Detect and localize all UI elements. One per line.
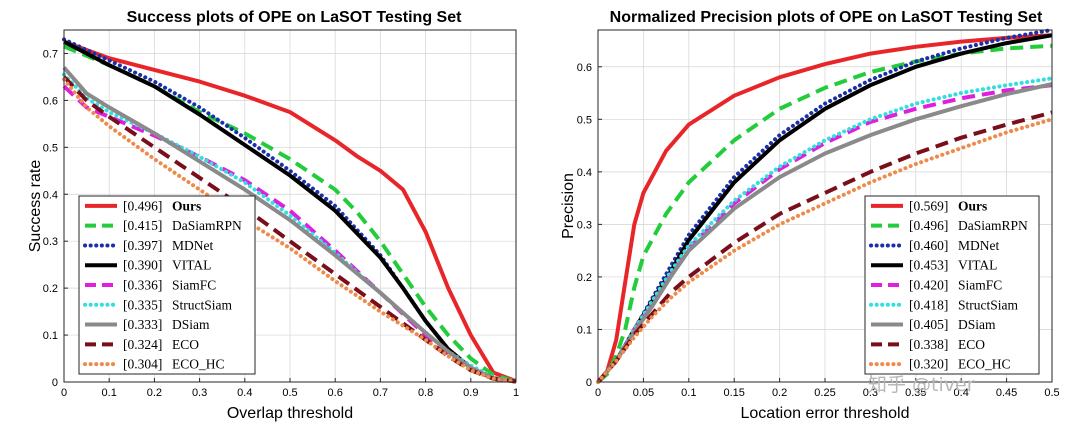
y-tick-label: 0.2 bbox=[577, 272, 592, 284]
x-tick-label: 0.4 bbox=[954, 387, 969, 399]
x-tick-label: 1 bbox=[513, 387, 519, 399]
legend-score: [0.415] bbox=[123, 218, 162, 233]
series-line-eco bbox=[596, 110, 1053, 384]
series-line-ours bbox=[596, 33, 1053, 384]
legend-label: MDNet bbox=[958, 238, 999, 253]
legend-label: ECO_HC bbox=[172, 357, 225, 372]
x-tick-label: 0.7 bbox=[373, 387, 388, 399]
y-tick-label: 0.2 bbox=[43, 283, 58, 295]
x-tick-label: 0.1 bbox=[681, 387, 696, 399]
chart-title: Success plots of OPE on LaSOT Testing Se… bbox=[127, 9, 463, 26]
legend-label: MDNet bbox=[172, 238, 213, 253]
legend-label: ECO bbox=[958, 337, 985, 352]
y-tick-label: 0 bbox=[52, 377, 58, 389]
y-tick-label: 0.7 bbox=[43, 48, 58, 60]
series-line-mdnet bbox=[596, 28, 1054, 384]
legend-score: [0.420] bbox=[909, 278, 948, 293]
series-line-structsiam bbox=[596, 76, 1054, 384]
legend-score: [0.569] bbox=[909, 198, 948, 213]
legend: [0.496] Ours [0.415] DaSiamRPN [0.397] MDNet [… bbox=[78, 195, 256, 375]
x-tick-label: 0.1 bbox=[102, 387, 117, 399]
legend-label: SiamFC bbox=[958, 278, 1002, 293]
x-tick-label: 0.25 bbox=[814, 387, 835, 399]
legend-score: [0.338] bbox=[909, 337, 948, 352]
legend-label: SiamFC bbox=[172, 278, 216, 293]
x-tick-label: 0.5 bbox=[1044, 387, 1059, 399]
legend-label: StructSiam bbox=[958, 297, 1018, 312]
x-axis-label: Overlap threshold bbox=[227, 405, 353, 422]
legend-score: [0.405] bbox=[909, 317, 948, 332]
x-tick-label: 0.5 bbox=[282, 387, 297, 399]
x-tick-label: 0.8 bbox=[418, 387, 433, 399]
legend-label: StructSiam bbox=[172, 297, 232, 312]
legend-score: [0.304] bbox=[123, 357, 162, 372]
series-line-dsiam bbox=[596, 82, 1053, 384]
y-tick-label: 0.4 bbox=[577, 167, 592, 179]
legend-label: Ours bbox=[958, 198, 987, 213]
x-tick-label: 0.3 bbox=[863, 387, 878, 399]
y-axis-label: Precision bbox=[560, 173, 577, 239]
watermark-text: 知乎 @tiver bbox=[868, 374, 975, 396]
x-tick-label: 0.2 bbox=[147, 387, 162, 399]
x-tick-label: 0.3 bbox=[192, 387, 207, 399]
x-tick-label: 0 bbox=[61, 387, 67, 399]
legend-label: VITAL bbox=[958, 258, 997, 273]
legend-label: DSiam bbox=[172, 317, 210, 332]
y-tick-label: 0.1 bbox=[577, 324, 592, 336]
y-tick-label: 0.3 bbox=[577, 219, 592, 231]
y-tick-label: 0.4 bbox=[43, 189, 58, 201]
legend: [0.569] Ours [0.496] DaSiamRPN [0.460] MDNet [… bbox=[864, 195, 1040, 375]
series-line-eco-hc bbox=[596, 117, 1054, 384]
series-line-eco-hc bbox=[62, 77, 518, 384]
legend-score: [0.324] bbox=[123, 337, 162, 352]
legend-label: ECO bbox=[172, 337, 199, 352]
legend-score: [0.397] bbox=[123, 238, 162, 253]
x-tick-label: 0.15 bbox=[723, 387, 744, 399]
x-tick-label: 0.9 bbox=[463, 387, 478, 399]
x-tick-label: 0.2 bbox=[772, 387, 787, 399]
y-axis-label: Success rate bbox=[27, 160, 44, 253]
legend-score: [0.453] bbox=[909, 258, 948, 273]
x-tick-label: 0.6 bbox=[328, 387, 343, 399]
y-tick-label: 0.5 bbox=[577, 114, 592, 126]
x-tick-label: 0.4 bbox=[237, 387, 252, 399]
legend-label: ECO_HC bbox=[958, 357, 1011, 372]
legend-label: Ours bbox=[172, 198, 201, 213]
y-tick-label: 0.6 bbox=[43, 95, 58, 107]
legend-score: [0.496] bbox=[909, 218, 948, 233]
legend-score: [0.460] bbox=[909, 238, 948, 253]
legend-label: VITAL bbox=[172, 258, 211, 273]
series-line-dsiam bbox=[62, 66, 517, 384]
chart-panel-1: Success plots of OPE on LaSOT Testing Se… bbox=[27, 9, 519, 422]
x-tick-label: 0.35 bbox=[905, 387, 926, 399]
legend-score: [0.336] bbox=[123, 278, 162, 293]
series-line-eco bbox=[62, 75, 517, 384]
legend-label: DSiam bbox=[958, 317, 996, 332]
legend-label: DaSiamRPN bbox=[172, 218, 242, 233]
chart-title: Normalized Precision plots of OPE on LaS… bbox=[610, 9, 1043, 26]
series-line-ours bbox=[63, 39, 517, 383]
y-tick-label: 0 bbox=[586, 377, 592, 389]
legend-score: [0.418] bbox=[909, 297, 948, 312]
x-tick-label: 0 bbox=[595, 387, 601, 399]
y-tick-label: 0.3 bbox=[43, 236, 58, 248]
legend-score: [0.335] bbox=[123, 297, 162, 312]
chart-panel-2: Normalized Precision plots of OPE on LaS… bbox=[560, 9, 1060, 422]
x-axis-label: Location error threshold bbox=[741, 405, 910, 422]
y-tick-label: 0.6 bbox=[577, 62, 592, 74]
y-tick-label: 0.1 bbox=[43, 330, 58, 342]
series-line-dasiamrpn bbox=[596, 43, 1053, 384]
legend-score: [0.496] bbox=[123, 198, 162, 213]
legend-label: DaSiamRPN bbox=[958, 218, 1028, 233]
x-tick-label: 0.05 bbox=[633, 387, 654, 399]
y-tick-label: 0.5 bbox=[43, 142, 58, 154]
legend-score: [0.320] bbox=[909, 357, 948, 372]
x-tick-label: 0.45 bbox=[996, 387, 1017, 399]
legend-score: [0.333] bbox=[123, 317, 162, 332]
legend-score: [0.390] bbox=[123, 258, 162, 273]
